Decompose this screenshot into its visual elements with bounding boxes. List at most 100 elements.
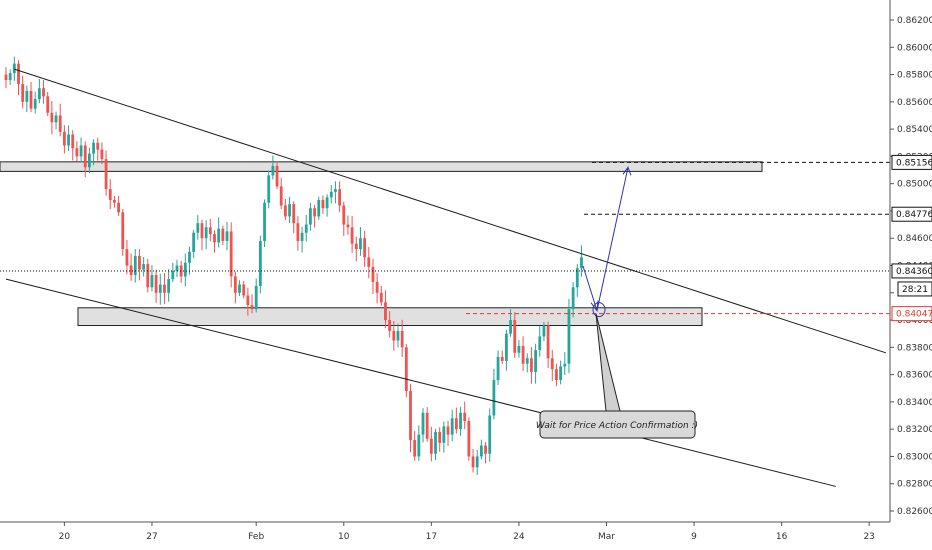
candle-body bbox=[263, 202, 266, 241]
price-tick-label: 0.84600 bbox=[897, 234, 932, 244]
countdown-text: 28:21 bbox=[902, 285, 928, 295]
candle-body bbox=[208, 227, 212, 235]
candle bbox=[354, 236, 358, 262]
candle bbox=[542, 321, 546, 342]
candle bbox=[479, 439, 483, 460]
candle bbox=[454, 407, 458, 434]
candle-body bbox=[54, 115, 58, 123]
candle bbox=[42, 80, 45, 104]
candle-body bbox=[83, 145, 87, 168]
candle-body bbox=[8, 73, 12, 81]
candle-body bbox=[204, 227, 208, 239]
price-label-text: 0.84360 bbox=[896, 267, 932, 277]
candle bbox=[250, 294, 254, 314]
candle-body bbox=[534, 350, 537, 372]
candle-body bbox=[421, 412, 425, 435]
candle bbox=[283, 198, 287, 221]
candle bbox=[563, 352, 567, 376]
candle bbox=[4, 67, 8, 89]
candle bbox=[317, 196, 321, 220]
candle bbox=[25, 85, 29, 113]
candle bbox=[334, 181, 337, 204]
callout-text: Wait for Price Action Confirmation :) bbox=[536, 421, 698, 431]
candle-body bbox=[371, 266, 375, 282]
candle bbox=[254, 278, 258, 313]
candle-body bbox=[413, 440, 417, 457]
candle bbox=[175, 259, 179, 278]
candle-body bbox=[484, 445, 487, 454]
candle-body bbox=[188, 251, 191, 263]
candle bbox=[225, 221, 229, 251]
callout-box bbox=[539, 410, 696, 439]
candle bbox=[238, 280, 241, 296]
time-axis[interactable]: 20 27 Feb 10 17 24 Mar 9 16 23 bbox=[0, 521, 932, 550]
candle bbox=[29, 81, 33, 113]
candle bbox=[221, 225, 225, 246]
candle-body bbox=[238, 284, 241, 293]
candle bbox=[492, 368, 496, 420]
candle-body bbox=[96, 142, 100, 150]
candle bbox=[321, 195, 325, 214]
candle-body bbox=[379, 292, 383, 303]
candle-body bbox=[392, 330, 396, 341]
candle-body bbox=[58, 115, 62, 132]
candle bbox=[58, 103, 62, 137]
candle bbox=[104, 150, 108, 196]
candle-body bbox=[367, 257, 371, 267]
candle bbox=[438, 427, 442, 452]
time-tick-label: Feb bbox=[248, 532, 264, 542]
candle-body bbox=[454, 418, 458, 430]
candle-body bbox=[267, 175, 271, 203]
callout-pointer bbox=[595, 313, 621, 412]
candle-body bbox=[171, 270, 175, 280]
candle-body bbox=[67, 134, 70, 146]
candle-body bbox=[125, 249, 129, 266]
candle bbox=[12, 56, 16, 81]
candle-body bbox=[200, 223, 204, 239]
candle-body bbox=[525, 358, 529, 364]
candle-body bbox=[271, 165, 275, 176]
price-label[interactable]: 0.84360 bbox=[891, 263, 932, 279]
candle bbox=[21, 75, 25, 109]
candle bbox=[488, 408, 492, 462]
candle-body bbox=[546, 325, 550, 359]
candle bbox=[325, 194, 329, 217]
candle-body bbox=[254, 285, 258, 310]
candle-body bbox=[329, 191, 333, 198]
candle bbox=[279, 177, 283, 210]
price-tick-label: 0.83000 bbox=[897, 452, 932, 462]
price-tick-label: 0.86200 bbox=[897, 16, 932, 26]
candle bbox=[496, 350, 500, 385]
candle-body bbox=[92, 142, 95, 154]
candle bbox=[417, 425, 421, 461]
candle-body bbox=[142, 264, 146, 270]
candle bbox=[50, 101, 54, 135]
candle-body bbox=[129, 265, 133, 276]
callout[interactable]: Wait for Price Action Confirmation :) bbox=[536, 313, 698, 439]
candle bbox=[521, 336, 525, 372]
candle bbox=[171, 262, 175, 283]
candle-body bbox=[334, 189, 337, 192]
candle bbox=[179, 260, 183, 283]
price-label[interactable]: 0.85156 bbox=[891, 154, 932, 170]
time-tick-label: 17 bbox=[426, 532, 437, 542]
candle-body bbox=[575, 268, 579, 288]
candle-body bbox=[350, 227, 354, 244]
price-label[interactable]: 0.84776 bbox=[891, 206, 932, 222]
candle bbox=[421, 408, 425, 443]
candle-body bbox=[179, 265, 183, 277]
candle-body bbox=[296, 223, 300, 241]
price-tick-label: 0.86000 bbox=[897, 43, 932, 53]
candle bbox=[46, 91, 50, 116]
candle bbox=[342, 201, 346, 236]
channel-upper-line bbox=[14, 68, 887, 354]
candle-body bbox=[304, 224, 308, 233]
candle bbox=[150, 265, 154, 292]
candle bbox=[379, 285, 383, 306]
candle-body bbox=[321, 200, 325, 209]
price-tick-label: 0.83400 bbox=[897, 398, 932, 408]
arrowhead-icon bbox=[622, 166, 632, 176]
price-label[interactable]: 0.84047 bbox=[891, 306, 932, 322]
candle-body bbox=[517, 345, 521, 353]
